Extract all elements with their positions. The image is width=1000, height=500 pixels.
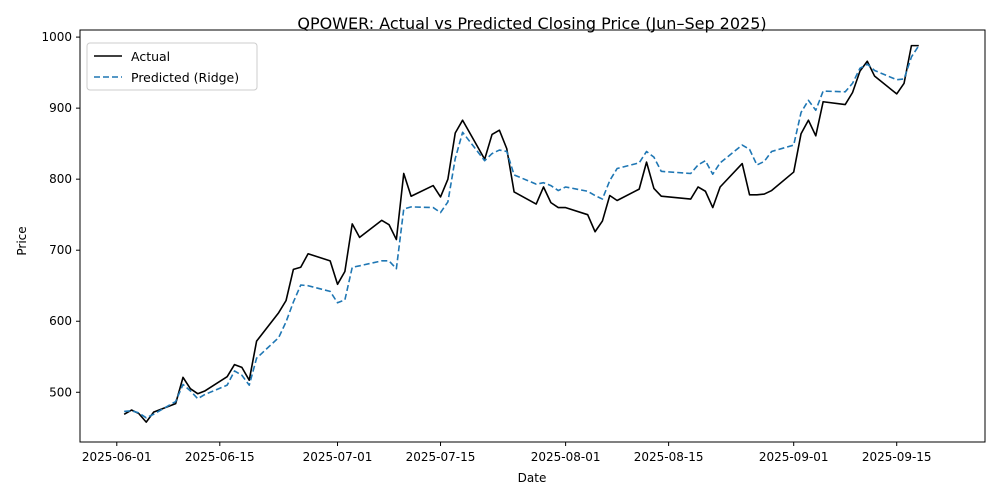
y-axis-label: Price [15,226,29,255]
x-tick-label: 2025-08-15 [634,450,704,464]
series-line-actual [123,44,919,423]
x-axis: 2025-06-01 2025-06-15 2025-07-01 2025-07-15… [82,442,932,464]
legend-label-predicted: Predicted (Ridge) [131,70,239,85]
x-tick-label: 2025-06-15 [185,450,255,464]
x-tick-label: 2025-06-01 [82,450,152,464]
y-tick-label: 600 [49,314,72,328]
plot-area [79,29,986,443]
x-tick-label: 2025-09-15 [862,450,932,464]
x-tick-label: 2025-07-01 [303,450,373,464]
chart-title: QPOWER: Actual vs Predicted Closing Pric… [297,14,766,33]
series-layer [123,44,920,423]
x-tick-label: 2025-09-01 [759,450,829,464]
x-tick-label: 2025-08-01 [531,450,601,464]
legend: Actual Predicted (Ridge) [86,42,258,91]
y-tick-label: 1000 [41,30,72,44]
y-tick-label: 700 [49,243,72,257]
legend-label-actual: Actual [131,49,170,64]
y-tick-label: 900 [49,101,72,115]
series-line-predicted [124,45,920,419]
y-tick-label: 500 [49,385,72,399]
y-axis: 500 600 700 800 900 1000 [41,30,80,399]
x-axis-label: Date [518,471,547,485]
plot-frame [79,29,986,443]
legend-box [86,42,258,91]
x-tick-label: 2025-07-15 [406,450,476,464]
y-tick-label: 800 [49,172,72,186]
